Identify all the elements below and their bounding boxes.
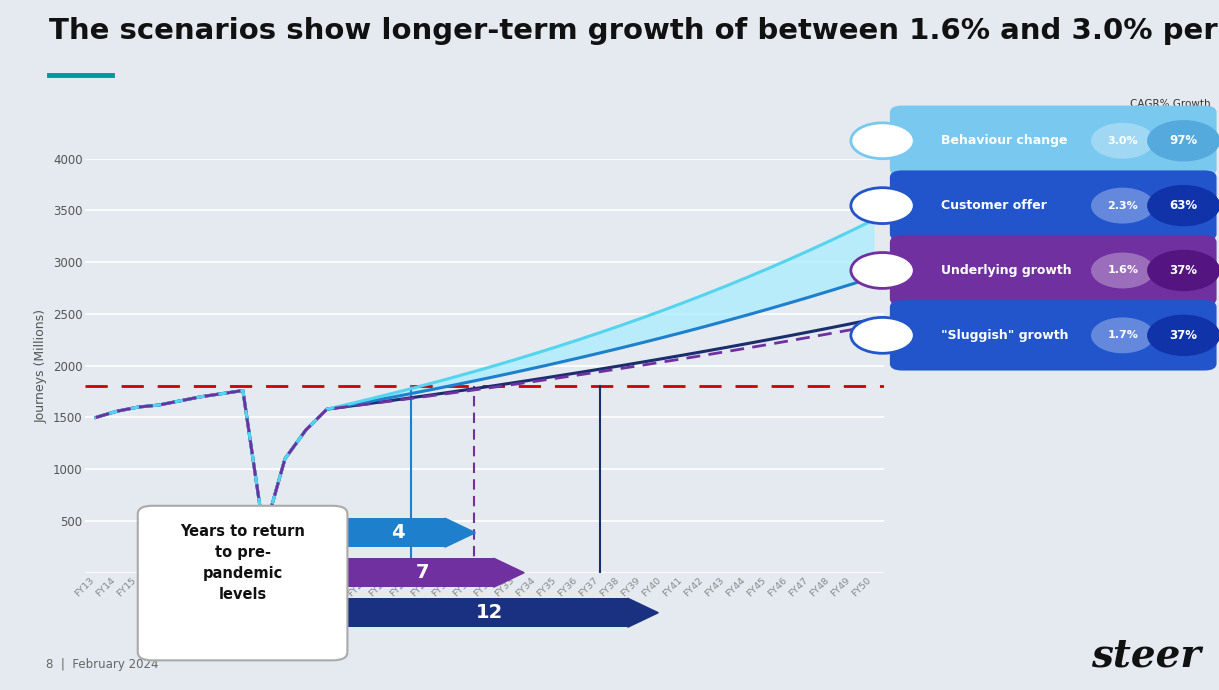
Y-axis label: Journeys (Millions): Journeys (Millions) (34, 308, 48, 423)
FancyBboxPatch shape (339, 558, 494, 587)
Text: 12: 12 (475, 603, 503, 622)
Text: 1.7%: 1.7% (1107, 331, 1139, 340)
Text: 37%: 37% (1170, 264, 1197, 277)
FancyBboxPatch shape (339, 598, 628, 627)
Text: CAGR% Growth: CAGR% Growth (1130, 99, 1210, 109)
Text: 7: 7 (416, 563, 429, 582)
Text: 63%: 63% (1169, 199, 1198, 212)
Text: Customer offer: Customer offer (941, 199, 1047, 212)
Text: Behaviour change: Behaviour change (941, 135, 1068, 147)
Text: Underlying growth: Underlying growth (941, 264, 1072, 277)
Text: 4: 4 (391, 523, 405, 542)
Polygon shape (445, 518, 475, 547)
Text: steer: steer (1091, 637, 1201, 675)
Text: 97%: 97% (1169, 135, 1198, 147)
Text: Years to return
to pre-
pandemic
levels: Years to return to pre- pandemic levels (180, 524, 305, 602)
Polygon shape (628, 598, 658, 627)
Text: "Sluggish" growth: "Sluggish" growth (941, 329, 1069, 342)
Text: 8  |  February 2024: 8 | February 2024 (46, 658, 158, 671)
Text: The scenarios show longer-term growth of between 1.6% and 3.0% per annum: The scenarios show longer-term growth of… (49, 17, 1219, 46)
Text: 37%: 37% (1170, 329, 1197, 342)
Polygon shape (494, 558, 524, 587)
FancyBboxPatch shape (339, 518, 445, 547)
Text: 2.3%: 2.3% (1107, 201, 1139, 210)
Text: 3.0%: 3.0% (1107, 136, 1139, 146)
Text: 1.6%: 1.6% (1107, 266, 1139, 275)
